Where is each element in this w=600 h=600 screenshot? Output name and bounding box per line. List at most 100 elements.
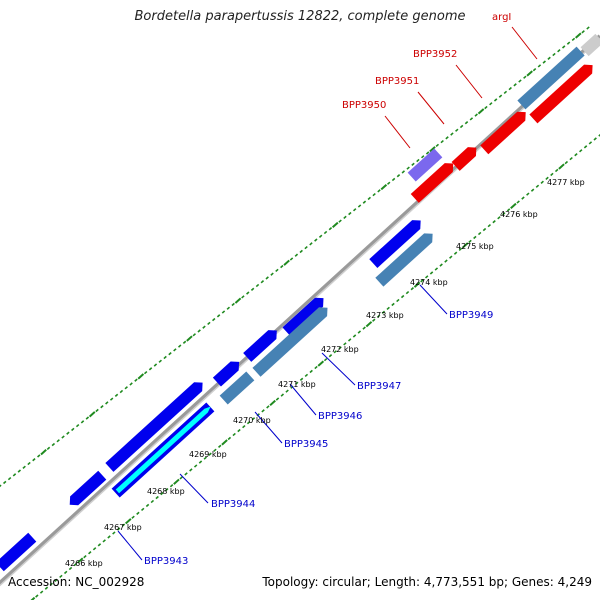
tick-mark [508,86,512,91]
cds-feature[interactable] [375,229,436,287]
gene-label[interactable]: BPP3951 [375,76,419,87]
tick-label: 4271 kbp [278,380,316,389]
tick-mark [453,251,458,255]
tick-mark [12,473,17,477]
tick-mark [593,137,597,141]
tick-mark [218,444,222,448]
tick-mark [352,208,357,212]
tick-mark [22,465,26,469]
tick-mark [537,64,542,68]
tick-mark [547,56,551,60]
gene-label[interactable]: argI [492,12,511,23]
tick-mark [30,596,36,600]
cds-feature[interactable] [282,294,327,337]
tick-mark [318,234,323,238]
tick-mark [202,325,206,329]
tick-mark [124,386,128,390]
gene-label[interactable]: BPP3943 [144,556,188,567]
tick-label: 4268 kbp [147,487,185,496]
tick-mark [309,369,313,374]
tick-mark [231,302,235,307]
tick-mark [343,215,347,220]
tick-mark [314,238,318,242]
tick-mark [51,442,56,447]
tick-mark [299,377,304,381]
tick-mark [317,360,325,367]
cds-feature[interactable] [243,326,281,362]
gene-leader-line [419,284,448,315]
tick-mark [372,318,376,322]
tick-mark [357,330,362,334]
tick-mark [193,464,198,468]
tick-mark [304,245,308,250]
tick-mark [328,354,333,358]
tick-mark [75,423,80,428]
tick-mark [260,280,265,284]
tick-mark [56,439,60,443]
tick-mark [588,141,593,145]
cds-feature[interactable] [219,371,255,405]
tick-mark [61,435,65,439]
tick-mark [429,146,436,153]
tick-mark [381,310,386,314]
gene-label[interactable]: BPP3950 [342,100,386,111]
tick-mark [579,149,583,153]
tick-mark [362,326,366,330]
tick-mark [46,446,51,451]
tick-mark [575,32,582,39]
tick-mark [503,90,508,95]
tick-mark [173,478,180,485]
gene-label[interactable]: BPP3947 [357,381,401,392]
tick-mark [116,527,121,531]
tick-mark [197,329,201,333]
tick-mark [411,162,415,166]
tick-mark [40,449,47,456]
cds-feature[interactable] [580,33,600,57]
tick-mark [429,271,434,275]
tick-mark [179,476,183,480]
tick-mark [502,212,506,216]
tick-mark [299,249,303,254]
gene-label[interactable]: BPP3945 [284,439,328,450]
tick-mark [425,151,430,155]
cds-feature[interactable] [480,108,529,155]
cds-feature[interactable] [252,303,331,377]
cds-feature[interactable] [0,532,37,572]
tick-mark [145,503,150,508]
tick-mark [343,342,347,346]
tick-mark [88,551,92,555]
cds-feature[interactable] [451,143,481,171]
tick-mark [221,439,228,446]
tick-mark [469,117,474,121]
tick-mark [561,45,566,49]
tick-mark [464,121,469,125]
tick-mark [557,49,561,53]
cds-feature[interactable] [369,216,424,268]
tick-mark [66,431,70,435]
cds-feature[interactable] [105,378,206,472]
cds-feature[interactable] [212,357,243,387]
tick-mark [165,487,169,492]
tick-mark [27,461,31,466]
tick-mark [484,105,488,110]
tick-mark [68,566,73,571]
gene-leader-line [254,411,283,444]
cds-feature[interactable] [66,470,107,509]
tick-mark [523,75,527,79]
tick-mark [250,287,255,291]
cds-feature[interactable] [529,61,596,124]
cds-feature[interactable] [410,159,458,203]
tick-mark [234,297,242,304]
tick-mark [445,136,449,140]
cds-feature[interactable] [407,148,443,182]
tick-mark [513,83,517,87]
gene-label[interactable]: BPP3952 [413,49,457,60]
cds-feature[interactable] [517,46,585,110]
tick-mark [372,192,376,197]
gene-label[interactable]: BPP3946 [318,411,362,422]
gene-label[interactable]: BPP3949 [449,310,493,321]
tick-mark [246,291,250,295]
gene-label[interactable]: BPP3944 [211,499,255,510]
cds-feature[interactable] [115,405,213,494]
tick-mark [129,382,133,386]
